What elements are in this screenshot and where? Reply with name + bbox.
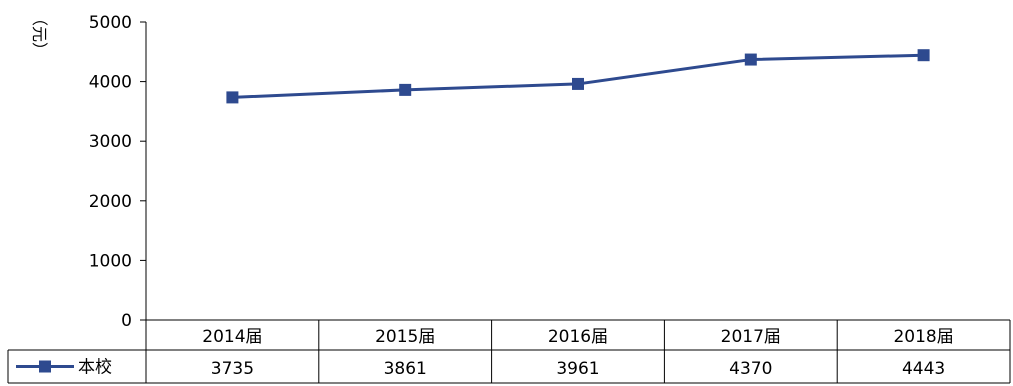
y-tick-label: 2000 bbox=[89, 192, 132, 212]
table-value: 3861 bbox=[384, 359, 427, 379]
table-value: 4443 bbox=[902, 359, 945, 379]
y-axis-label: （元） bbox=[30, 10, 49, 58]
data-point-marker bbox=[744, 53, 757, 66]
table-value: 3961 bbox=[556, 359, 599, 379]
data-point-marker bbox=[572, 77, 584, 90]
data-point-marker bbox=[226, 91, 239, 104]
x-category-label: 2017届 bbox=[721, 327, 781, 347]
x-category-label: 2016届 bbox=[548, 327, 608, 347]
y-tick-label: 5000 bbox=[89, 13, 132, 33]
data-table: 2014届 2015届 2016届 2017届 2018届 3735 3861 3961 437… bbox=[7, 319, 1011, 384]
y-ticks: 0 1000 2000 3000 4000 5000 bbox=[89, 13, 146, 331]
y-tick-label: 1000 bbox=[89, 251, 132, 271]
series bbox=[226, 49, 930, 104]
data-point-marker bbox=[399, 83, 412, 96]
data-point-marker bbox=[917, 49, 930, 62]
y-tick-label: 3000 bbox=[89, 132, 132, 152]
x-category-label: 2018届 bbox=[893, 327, 953, 347]
y-tick-label: 4000 bbox=[89, 73, 132, 93]
table-value: 4370 bbox=[729, 359, 772, 379]
y-tick-label: 0 bbox=[121, 311, 132, 331]
legend-label: 本校 bbox=[78, 358, 112, 378]
series-line bbox=[232, 53, 924, 99]
table-value: 3735 bbox=[211, 359, 254, 379]
x-category-label: 2015届 bbox=[375, 327, 435, 347]
legend-marker bbox=[39, 360, 51, 373]
x-category-label: 2014届 bbox=[202, 327, 262, 347]
